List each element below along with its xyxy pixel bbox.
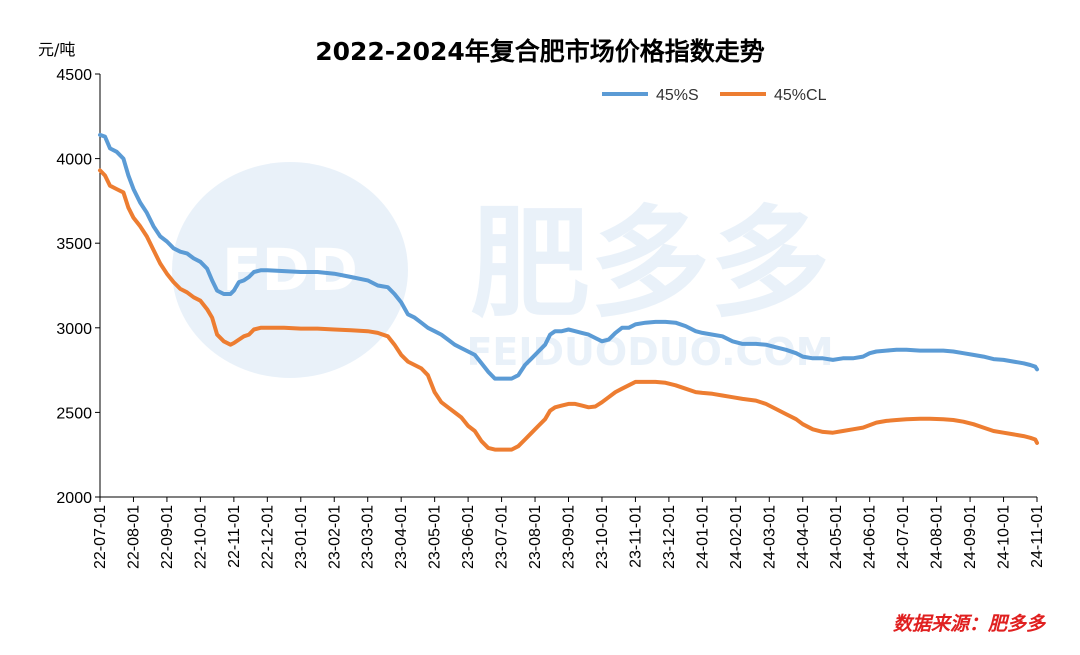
y-axis-unit: 元/吨 xyxy=(38,40,75,59)
series-line-45pcts xyxy=(98,132,1039,381)
y-tick-label: 4000 xyxy=(56,152,92,169)
x-tick-label: 24-10-01 xyxy=(996,505,1013,569)
x-tick-label: 24-09-01 xyxy=(962,505,979,569)
series-lines xyxy=(98,132,1039,452)
x-tick-label: 22-08-01 xyxy=(125,505,142,569)
x-tick-label: 23-04-01 xyxy=(393,505,410,569)
x-tick-label: 23-10-01 xyxy=(594,505,611,569)
chart-title: 2022-2024年复合肥市场价格指数走势 xyxy=(315,37,765,66)
x-tick-label: 23-11-01 xyxy=(627,505,644,568)
legend: 45%S 45%CL xyxy=(602,87,827,104)
x-tick-label: 24-11-01 xyxy=(1029,505,1046,568)
y-tick-label: 3500 xyxy=(56,236,92,253)
y-tick-label: 2000 xyxy=(56,490,92,507)
watermark-brand-name: 肥多多 xyxy=(470,195,830,334)
legend-label-45cl: 45%CL xyxy=(774,87,827,104)
x-tick-label: 23-08-01 xyxy=(527,505,544,569)
x-tick-label: 24-02-01 xyxy=(728,505,745,569)
x-tick-label: 22-10-01 xyxy=(192,505,209,569)
x-axis-ticks: 22-07-01 22-08-01 22-09-01 22-10-01 22-11-01… xyxy=(92,497,1046,569)
x-tick-label: 22-09-01 xyxy=(159,505,176,569)
x-tick-label: 24-04-01 xyxy=(795,505,812,569)
y-tick-label: 2500 xyxy=(56,405,92,422)
x-tick-label: 23-12-01 xyxy=(661,505,678,569)
x-tick-label: 23-07-01 xyxy=(494,505,511,569)
x-tick-label: 23-09-01 xyxy=(561,505,578,569)
x-tick-label: 23-05-01 xyxy=(427,505,444,569)
legend-label-45s: 45%S xyxy=(656,87,699,104)
x-tick-label: 23-02-01 xyxy=(326,505,343,569)
x-tick-label: 24-05-01 xyxy=(828,505,845,569)
x-tick-label: 22-11-01 xyxy=(226,505,243,568)
x-tick-label: 22-07-01 xyxy=(92,505,109,569)
x-tick-label: 24-08-01 xyxy=(929,505,946,569)
x-tick-label: 23-01-01 xyxy=(293,505,310,569)
x-tick-label: 23-03-01 xyxy=(360,505,377,569)
x-tick-label: 23-06-01 xyxy=(460,505,477,569)
x-tick-label: 24-01-01 xyxy=(694,505,711,569)
data-source: 数据来源：肥多多 xyxy=(893,613,1047,635)
x-tick-label: 24-03-01 xyxy=(761,505,778,569)
y-tick-label: 4500 xyxy=(56,67,92,84)
y-axis-ticks: 2000 2500 3000 3500 4000 4500 xyxy=(56,67,100,507)
x-tick-label: 24-06-01 xyxy=(862,505,879,569)
watermark-url: FEIDUODUO.COM xyxy=(466,330,833,374)
x-tick-label: 24-07-01 xyxy=(895,505,912,569)
x-tick-label: 22-12-01 xyxy=(259,505,276,569)
y-tick-label: 3000 xyxy=(56,321,92,338)
series-line-45pctcl xyxy=(98,168,1039,452)
